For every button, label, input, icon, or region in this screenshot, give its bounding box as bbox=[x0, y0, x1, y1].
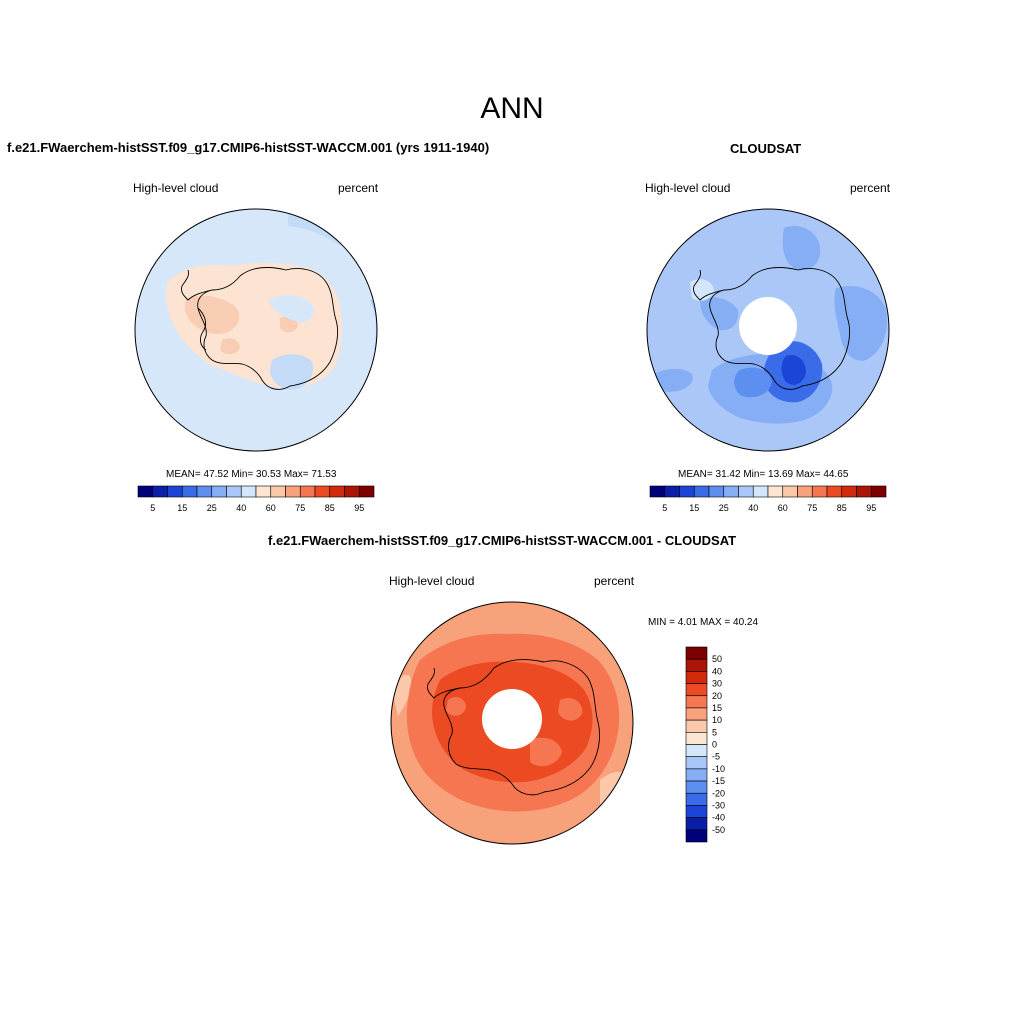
diff-colorbar-tick-label: 10 bbox=[712, 715, 722, 725]
obs-missing-data-hole bbox=[739, 297, 797, 355]
obs-colorbar-tick-label: 75 bbox=[807, 503, 817, 513]
diff-colorbar-tick-label: 5 bbox=[712, 727, 717, 737]
diff-colorbar-tick-label: -5 bbox=[712, 752, 720, 762]
diff-colorbar-tick-label: 40 bbox=[712, 666, 722, 676]
diff-colorbar-tick-label: -40 bbox=[712, 813, 725, 823]
model-colorbar-tick-label: 95 bbox=[354, 503, 364, 513]
obs-colorbar-box bbox=[870, 485, 887, 498]
diff-map-border bbox=[390, 601, 634, 845]
model-stats: MEAN= 47.52 Min= 30.53 Max= 71.53 bbox=[166, 469, 337, 480]
diff-colorbar-box bbox=[685, 658, 708, 672]
obs-colorbar-tick-label: 25 bbox=[719, 503, 729, 513]
diff-colorbar-box bbox=[685, 719, 708, 733]
obs-map-fill bbox=[647, 209, 889, 451]
obs-units-label: percent bbox=[850, 181, 891, 195]
diff-coastline bbox=[427, 659, 601, 796]
diff-variable-label: High-level cloud bbox=[389, 574, 475, 588]
diff-colorbar-box bbox=[685, 671, 708, 684]
model-coastline bbox=[181, 267, 339, 390]
diff-colorbar-box bbox=[685, 829, 708, 843]
obs-colorbar-tick-label: 60 bbox=[778, 503, 788, 513]
diff-colorbar-tick-label: -50 bbox=[712, 825, 725, 835]
model-map-border bbox=[134, 208, 378, 452]
obs-stats: MEAN= 31.42 Min= 13.69 Max= 44.65 bbox=[678, 469, 849, 480]
diff-units-label: percent bbox=[594, 574, 635, 588]
diff-colorbar-tick-label: 20 bbox=[712, 691, 722, 701]
diff-colorbar-box bbox=[685, 792, 708, 806]
model-colorbar-tick-label: 60 bbox=[266, 503, 276, 513]
model-colorbar-tick-label: 25 bbox=[207, 503, 217, 513]
diff-panel-title: f.e21.FWaerchem-histSST.f09_g17.CMIP6-hi… bbox=[268, 533, 737, 548]
diff-colorbar-box bbox=[685, 744, 708, 757]
obs-colorbar-tick-label: 85 bbox=[837, 503, 847, 513]
diff-colorbar-box bbox=[685, 780, 708, 794]
diff-colorbar-box bbox=[685, 707, 708, 721]
diff-colorbar-box bbox=[685, 695, 708, 709]
obs-map-border bbox=[646, 208, 890, 452]
diff-colorbar-tick-label: 50 bbox=[712, 654, 722, 664]
model-colorbar-tick-label: 15 bbox=[177, 503, 187, 513]
obs-colorbar-tick-label: 95 bbox=[866, 503, 876, 513]
model-colorbar-tick-label: 85 bbox=[325, 503, 335, 513]
obs-coastline bbox=[693, 267, 851, 390]
obs-panel-title: CLOUDSAT bbox=[730, 141, 802, 156]
diff-stats: MIN = 4.01 MAX = 40.24 bbox=[648, 617, 759, 628]
diff-colorbar-box bbox=[685, 732, 708, 745]
diff-colorbar-tick-label: -15 bbox=[712, 776, 725, 786]
model-variable-label: High-level cloud bbox=[133, 181, 219, 195]
diff-colorbar-box bbox=[685, 756, 708, 770]
diff-colorbar-box bbox=[685, 817, 708, 831]
obs-colorbar-tick-label: 40 bbox=[748, 503, 758, 513]
obs-variable-label: High-level cloud bbox=[645, 181, 731, 195]
diff-colorbar-box bbox=[685, 683, 708, 697]
diff-colorbar-tick-label: -30 bbox=[712, 800, 725, 810]
diff-colorbar-tick-label: 30 bbox=[712, 679, 722, 689]
model-panel-title: f.e21.FWaerchem-histSST.f09_g17.CMIP6-hi… bbox=[7, 140, 490, 155]
model-colorbar-tick-label: 5 bbox=[150, 503, 155, 513]
model-colorbar-box bbox=[358, 485, 375, 498]
obs-colorbar-tick-label: 5 bbox=[662, 503, 667, 513]
diff-colorbar-tick-label: 0 bbox=[712, 740, 717, 750]
main-title: ANN bbox=[480, 92, 544, 125]
diff-colorbar-box bbox=[685, 646, 708, 660]
model-map-fill bbox=[135, 209, 377, 451]
diff-colorbar-box bbox=[685, 768, 708, 782]
model-colorbar-tick-label: 75 bbox=[295, 503, 305, 513]
diff-colorbar-tick-label: -10 bbox=[712, 764, 725, 774]
obs-colorbar-tick-label: 15 bbox=[689, 503, 699, 513]
diff-colorbar-tick-label: 15 bbox=[712, 703, 722, 713]
model-units-label: percent bbox=[338, 181, 379, 195]
model-colorbar-tick-label: 40 bbox=[236, 503, 246, 513]
diff-colorbar-box bbox=[685, 805, 708, 818]
diff-missing-data-hole bbox=[482, 689, 542, 749]
diff-colorbar-tick-label: -20 bbox=[712, 788, 725, 798]
